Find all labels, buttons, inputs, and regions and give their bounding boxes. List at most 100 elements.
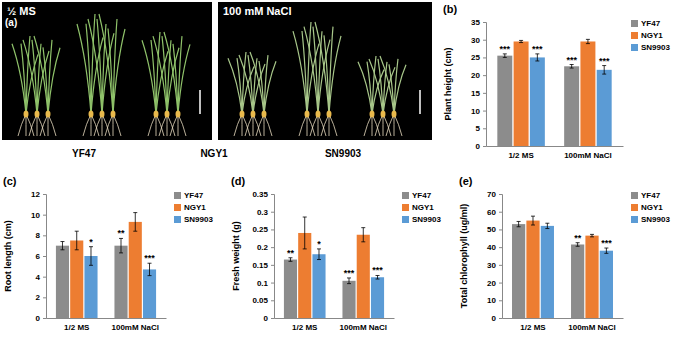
plot-area [284,217,384,318]
y-tick: 15 [471,89,486,98]
seed [176,111,181,118]
root [159,114,167,136]
legend: YF47NGY1SN9903 [631,19,670,52]
y-tick-label: 25 [471,53,480,62]
leaf [304,27,318,114]
error-cap [60,241,64,242]
significance: *** [500,44,511,54]
error-stem [532,216,533,225]
significance: *** [144,253,155,263]
error-cap [60,249,64,250]
y-tick-mark [483,57,486,58]
root [105,114,113,136]
seed [154,111,159,118]
error-stem [349,278,350,284]
x-tick: 100mM NaCl [564,146,612,160]
leaf [237,58,242,114]
y-tick: 0.15 [252,261,274,270]
leaf [164,32,178,114]
chart-panel: (c)0246810121/2 MS100mM NaClRoot length … [3,175,213,332]
y-tick: 0.35 [252,190,274,199]
leaf [32,40,37,114]
leaf [88,19,102,114]
x-tick: 100mM NaCl [111,318,159,332]
legend-swatch [402,204,409,211]
x-tick-label: 1/2 MS [520,323,546,332]
seed [381,111,386,118]
bar [371,277,384,318]
y-tick-mark [499,229,502,230]
seed [327,111,332,118]
y-axis-line [271,195,275,319]
y-tick-label: 20 [471,71,480,80]
seed [392,111,397,118]
plant-illustration [358,56,384,136]
error-bar [586,39,590,43]
y-axis-title: Fresh weight (g) [231,221,241,291]
error-stem [90,247,91,266]
error-stem [149,263,150,275]
plant-illustration [99,14,125,136]
seed [46,111,51,118]
leaf [367,62,372,114]
y-tick-label: 2 [36,293,41,302]
plant-illustration [142,32,168,136]
legend: YF47NGY1SN9903 [174,191,213,224]
y-tick: 0.1 [257,279,274,288]
root [170,114,178,136]
legend-swatch [174,204,181,211]
x-tick-label: 1/2 MS [508,151,534,160]
error-cap [148,275,152,276]
error-bar [590,234,594,236]
x-tick-label: 1/2 MS [292,323,318,332]
error-cap [89,265,93,266]
y-tick-mark [499,283,502,284]
significance: ** [118,228,126,238]
seed [305,111,310,118]
chart-panel: (b)051015202530351/2 MS100mM NaClPlant h… [443,3,670,160]
error-bar [75,231,79,250]
legend-swatch [402,216,409,223]
plant-illustration [250,52,276,136]
y-tick-label: 0.3 [257,208,269,217]
error-cap [604,253,608,254]
error-cap [361,241,365,242]
y-tick: 70 [487,190,502,199]
y-tick: 0 [36,314,46,323]
x-tick: 1/2 MS [64,318,90,332]
error-bar [317,249,321,260]
error-bar [60,242,64,250]
plant-illustration [164,32,190,136]
y-tick: 10 [471,107,486,116]
scale-bar [419,90,421,114]
y-tick: 0 [476,142,486,151]
panel-label: (d) [231,175,245,187]
legend-label: SN9903 [641,43,670,52]
error-cap [535,60,539,61]
significance: ** [287,248,295,258]
error-bar [376,275,380,279]
scale-bar [199,90,201,114]
legend-swatch [402,192,409,199]
y-tick-mark [483,128,486,129]
y-tick-mark [499,247,502,248]
error-cap [519,40,523,41]
significance: *** [344,268,355,278]
leaf [358,62,372,114]
leaf [315,22,329,114]
bar [56,246,69,318]
bar [530,57,545,146]
x-tick-label: 100mM NaCl [568,323,616,332]
leaf [239,55,253,114]
error-stem [135,213,136,232]
image-title: ½ MS [7,5,36,17]
leaf [21,44,26,114]
significance: * [89,237,93,247]
error-stem [121,238,122,252]
leaf [162,36,167,114]
leaf [142,40,156,114]
error-bar [288,258,292,262]
bar [497,56,512,146]
y-axis-title: Root length (cm) [3,220,13,292]
error-cap [519,42,523,43]
